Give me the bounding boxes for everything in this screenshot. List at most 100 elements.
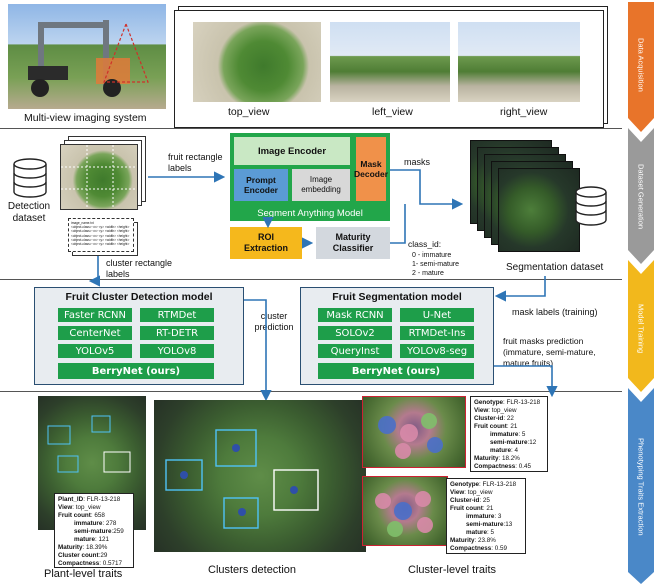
imaging-system-photo	[8, 4, 166, 109]
card-row: mature: 4	[490, 447, 519, 454]
phase-arrows	[628, 2, 654, 584]
class-item: 1- semi-mature	[412, 261, 460, 268]
left-view-photo	[330, 22, 450, 102]
detection-database-icon	[13, 158, 47, 198]
card-row: immature: 278	[74, 520, 117, 527]
cluster-traits-card-2: Genotype: FLR-13-218 View: top_view Clus…	[446, 478, 526, 554]
card-row: Genotype: FLR-13-218	[450, 481, 517, 488]
segmentation-sample-image	[498, 168, 580, 252]
card-row: Cluster-id: 22	[474, 415, 514, 422]
left-view-label: left_view	[372, 106, 413, 118]
annotation-line: <object-class> <x> <y> <width> <height>	[71, 237, 130, 242]
maturity-classifier-box: Maturity Classifier	[316, 227, 390, 259]
card-row: semi-mature:259	[74, 528, 124, 535]
divider-2	[0, 279, 622, 280]
imaging-system-label: Multi-view imaging system	[24, 112, 147, 124]
class-item: 0 - immature	[412, 252, 452, 259]
image-embedding-box: Image embedding	[292, 169, 350, 201]
mask-decoder-box: Mask Decoder	[354, 137, 388, 201]
phase-model-training: Model Training	[636, 304, 646, 354]
masks-label: masks	[404, 157, 431, 167]
segmentation-dataset-label: Segmentation dataset	[506, 262, 604, 273]
detection-dataset-label: Detection dataset	[7, 201, 51, 224]
model-centernet: CenterNet	[58, 326, 132, 340]
annotation-line: <object-class> <x> <y> <width> <height>	[71, 229, 130, 234]
card-row: Genotype: FLR-13-218	[474, 399, 541, 406]
card-row: Cluster count:29	[58, 552, 108, 559]
card-row: Fruit count: 21	[474, 423, 518, 430]
divider-1	[0, 128, 622, 129]
phase-dataset-generation: Dataset Generation	[636, 164, 646, 230]
plant-traits-card: Plant_ID: FLR-13-218 View: top_view Frui…	[54, 493, 134, 568]
cluster-detection-boxes-icon	[165, 429, 319, 529]
card-row: Cluster-id: 25	[450, 497, 490, 504]
cluster-traits-card-1: Genotype: FLR-13-218 View: top_view Clus…	[470, 396, 548, 472]
cluster-level-label: Cluster-level traits	[408, 564, 497, 576]
model-faster-rcnn: Faster RCNN	[58, 308, 132, 322]
card-row: Plant_ID: FLR-13-218	[58, 496, 121, 503]
mask-labels-label: mask labels (training)	[512, 307, 598, 317]
cluster-image-1	[362, 396, 466, 468]
cluster-prediction-label: cluster prediction	[254, 311, 294, 332]
clusters-detection-label: Clusters detection	[208, 564, 297, 576]
card-row: semi-mature:13	[466, 521, 513, 528]
roi-extraction-box: ROI Extraction	[230, 227, 302, 259]
phase-data-acquisition: Data Acquisition	[636, 38, 646, 92]
plant-level-label: Plant-level traits	[44, 568, 123, 580]
annotation-line: <object-class> <x> <y> <width> <height>	[71, 233, 130, 238]
card-row: immature: 5	[490, 431, 526, 438]
segmentation-model-title: Fruit Segmentation model	[332, 291, 462, 303]
card-row: mature: 5	[466, 529, 495, 536]
card-row: semi-mature:12	[490, 439, 537, 446]
model-yolov5: YOLOv5	[58, 344, 132, 358]
flow-arrows	[88, 169, 558, 402]
model-queryinst: QueryInst	[318, 344, 392, 358]
card-row: Compactness: 0.5717	[58, 560, 123, 567]
card-row: Compactness: 0.59	[450, 545, 508, 552]
cluster-image-2	[362, 476, 448, 546]
annotation-file-title: image_name.txt	[71, 221, 94, 225]
berries-icon	[375, 491, 433, 537]
detection-model-title: Fruit Cluster Detection model	[65, 291, 213, 303]
annotation-file: image_name.txt <object-class> <x> <y> <w…	[68, 218, 134, 252]
prompt-encoder-box: Prompt Encoder	[234, 169, 288, 201]
model-u-net: U-Net	[400, 308, 474, 322]
model-rtmdet-ins: RTMDet-Ins	[400, 326, 474, 340]
clusters-detection-image	[154, 400, 366, 552]
class-item: 2 - mature	[412, 270, 444, 277]
card-row: View: top_view	[450, 489, 493, 496]
grid-boxes-icon	[61, 145, 137, 209]
model-mask-rcnn: Mask RCNN	[318, 308, 392, 322]
top-view-label: top_view	[228, 106, 270, 118]
annotation-line: <object-class> <x> <y> <width> <height>	[71, 242, 130, 247]
card-row: immature: 3	[466, 513, 502, 520]
detection-sample-image	[60, 144, 138, 210]
rig-icon	[28, 20, 149, 97]
model-berrynet-detection: BerryNet (ours)	[58, 363, 214, 379]
image-encoder-box: Image Encoder	[234, 137, 350, 165]
phase-traits-extraction: Phenotyping Traits Extraction	[636, 438, 646, 536]
card-row: Maturity: 18.39%	[58, 544, 108, 551]
class-id-label: class_id:	[408, 239, 442, 249]
cluster-boxes-icon	[47, 415, 131, 473]
model-rt-detr: RT-DETR	[140, 326, 214, 340]
model-yolov8: YOLOv8	[140, 344, 214, 358]
model-yolov8-seg: YOLOv8-seg	[400, 344, 474, 358]
berries-icon	[378, 413, 443, 459]
divider-3	[0, 391, 622, 392]
card-row: View: top_view	[58, 504, 101, 511]
sam-title: Segment Anything Model	[257, 207, 363, 219]
model-solov2: SOLOv2	[318, 326, 392, 340]
card-row: Compactness: 0.45	[474, 463, 532, 470]
card-row: View: top_view	[474, 407, 517, 414]
model-rtmdet: RTMDet	[140, 308, 214, 322]
annotation-line: <object-class> <x> <y> <width> <height>	[71, 225, 130, 230]
card-row: Fruit count: 21	[450, 505, 494, 512]
masks-prediction-label: fruit masks prediction (immature, semi-m…	[503, 336, 596, 368]
card-row: mature: 121	[74, 536, 110, 543]
model-berrynet-segmentation: BerryNet (ours)	[318, 363, 474, 379]
card-row: Maturity: 23.8%	[450, 537, 496, 544]
right-view-photo	[458, 22, 580, 102]
card-row: Maturity: 18.2%	[474, 455, 520, 462]
cluster-rect-labels: cluster rectangle labels	[106, 258, 173, 279]
